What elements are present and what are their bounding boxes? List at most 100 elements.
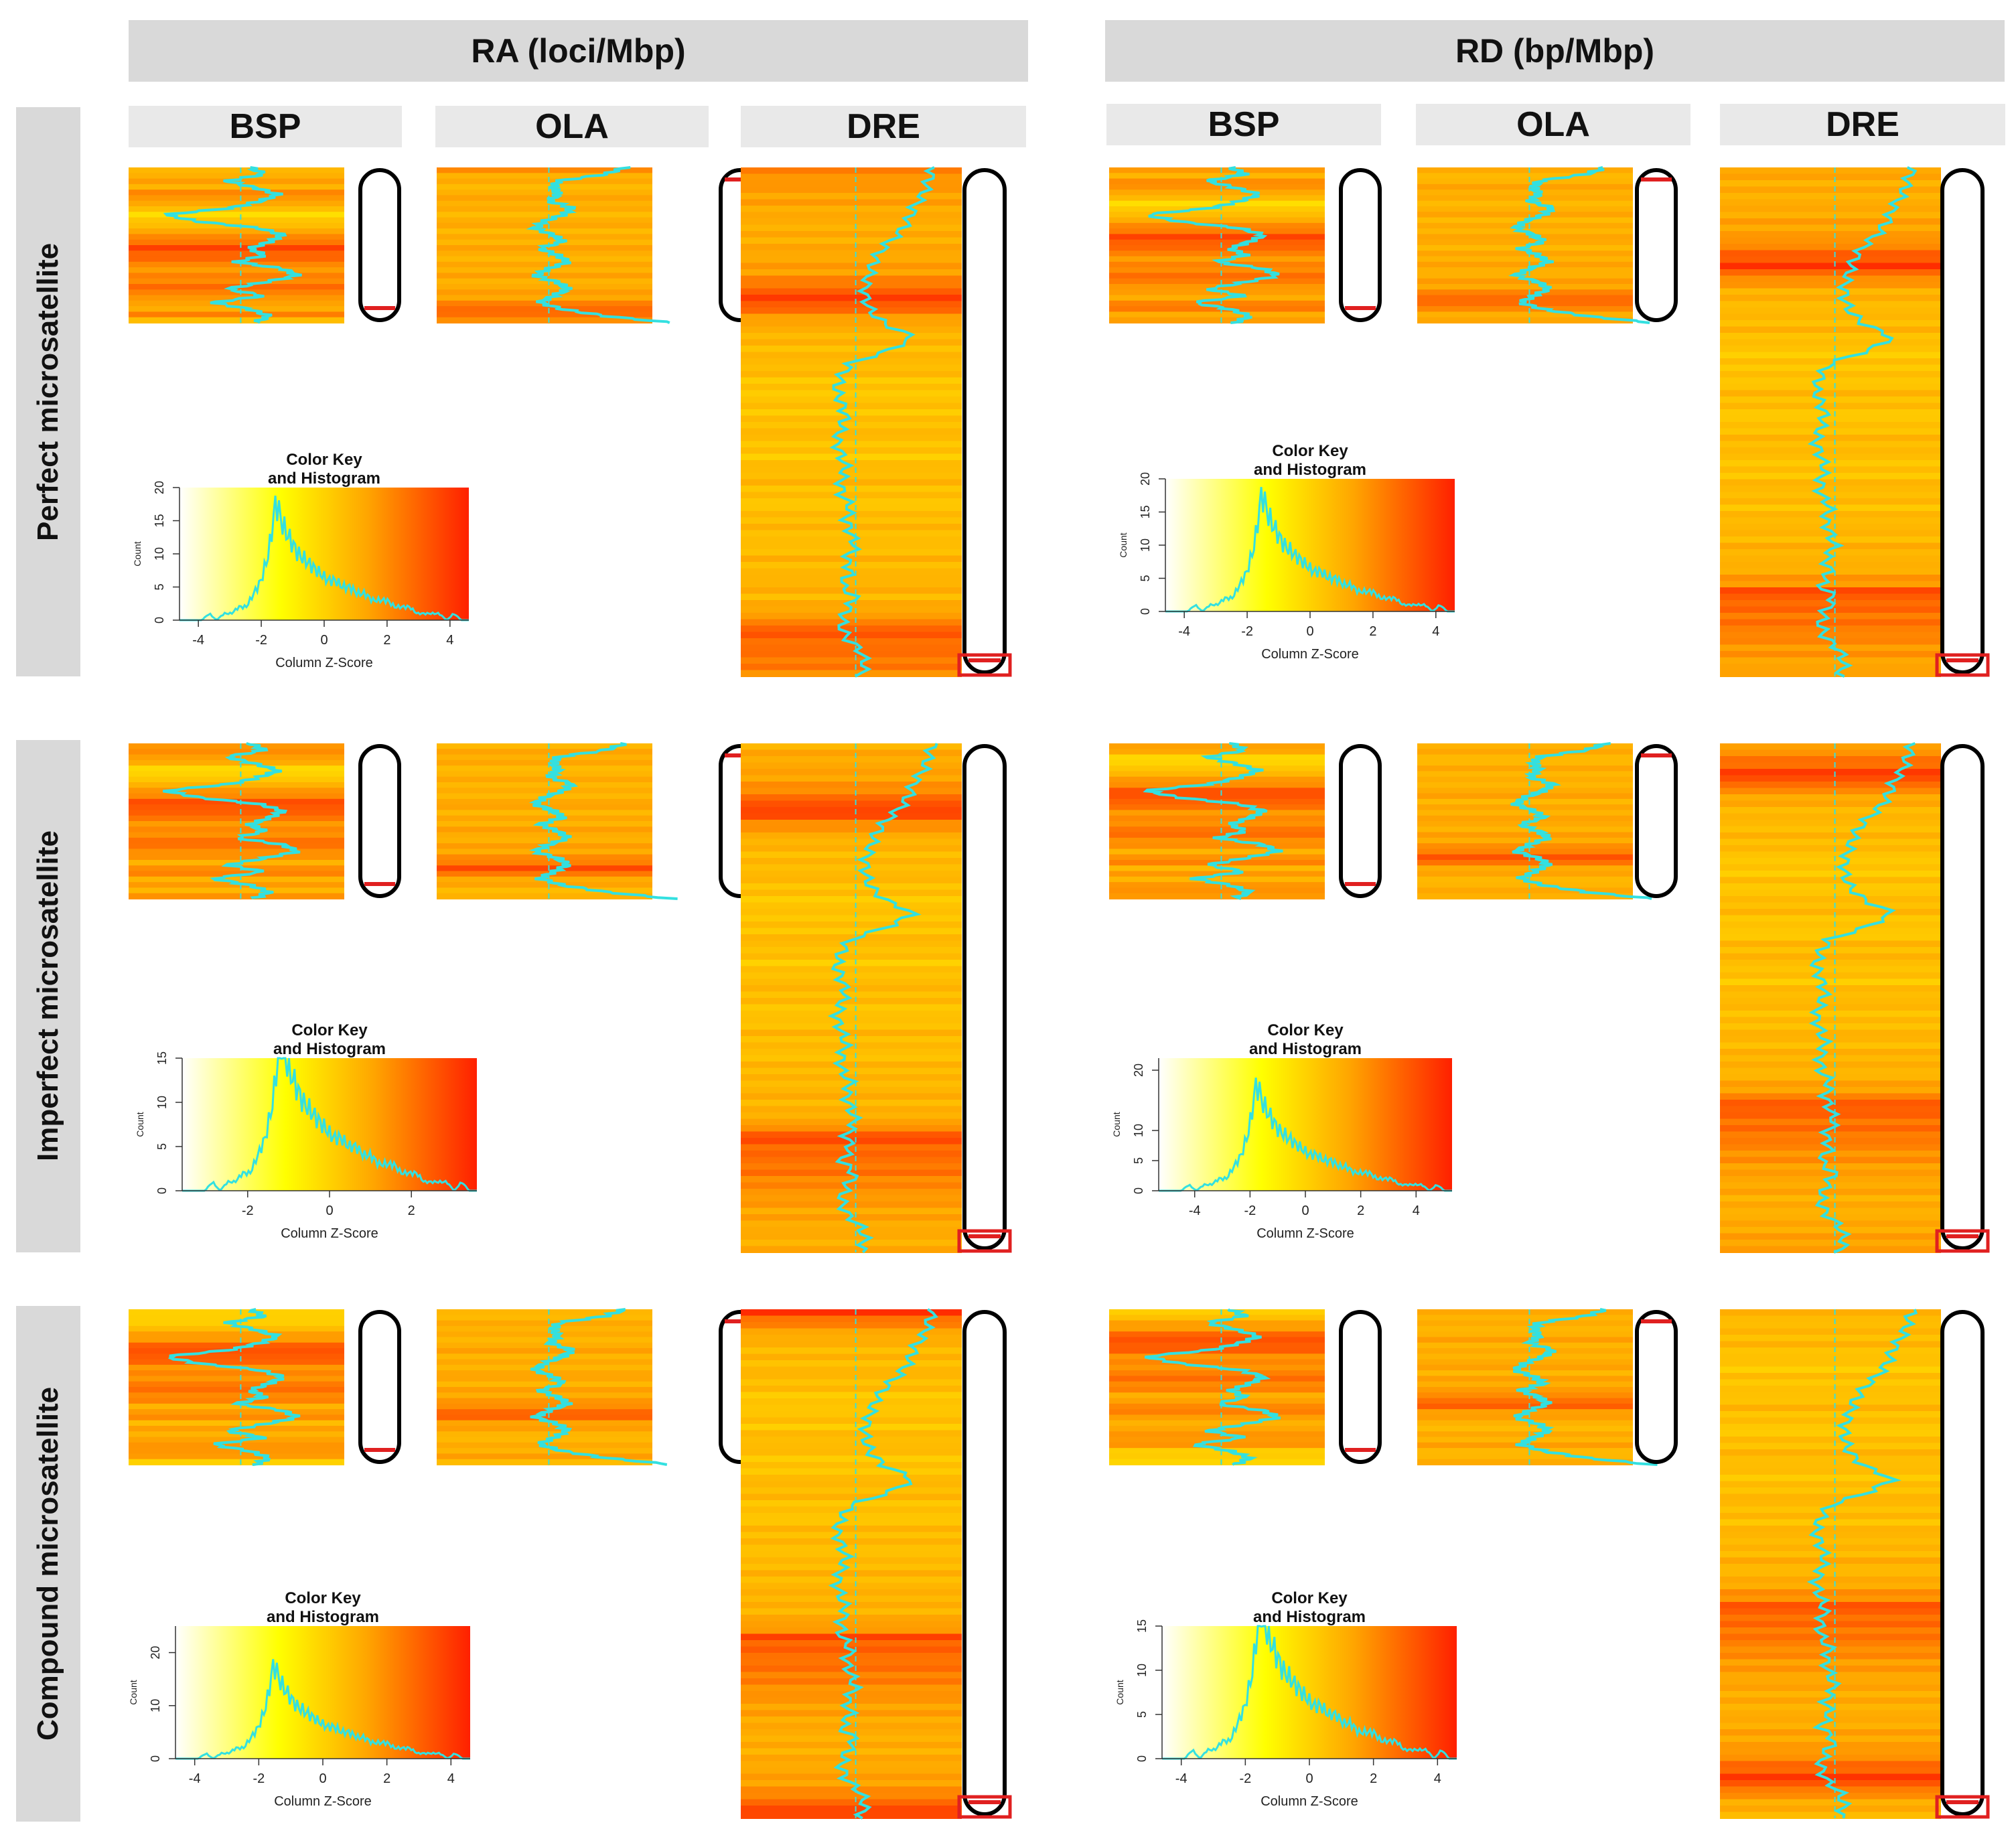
heatmap-cell: [741, 1659, 962, 1666]
color-key-subtitle: and Histogram: [1249, 1040, 1362, 1058]
heatmap-cell: [1720, 1360, 1941, 1368]
heatmap-cell: [1720, 1595, 1941, 1603]
heatmap-cell: [741, 212, 962, 219]
heatmap-cell: [129, 1342, 344, 1349]
heatmap-cell: [1417, 1426, 1633, 1433]
heatmap-cell: [1417, 239, 1633, 246]
chromosome-ra-bsp-imperfect: [358, 744, 401, 898]
chromosome-rd-dre-compound: [1935, 1310, 1990, 1819]
heatmap-cell: [129, 893, 344, 899]
heatmap-cell: [741, 985, 962, 993]
heatmap-cell: [129, 1325, 344, 1333]
chromosome-outline: [1940, 744, 1985, 1250]
heatmap-cell: [741, 384, 962, 391]
heatmap-cell: [437, 261, 652, 269]
heatmap-cell: [741, 1112, 962, 1120]
heatmap-cell: [1720, 838, 1941, 846]
heatmap-cell: [741, 1716, 962, 1724]
heatmap-cell: [741, 1653, 962, 1660]
heatmap-cell: [741, 820, 962, 827]
heatmap-cell: [741, 1227, 962, 1234]
heatmap-cell: [1417, 882, 1633, 889]
heatmap-cell: [741, 749, 962, 757]
heatmap-cell: [1417, 865, 1633, 872]
heatmap-cell: [1720, 794, 1941, 802]
heatmap-cell: [129, 765, 344, 772]
heatmap-cell: [1720, 657, 1941, 664]
x-tick-label: 4: [1413, 1203, 1420, 1218]
heatmap-cell: [129, 234, 344, 240]
heatmap-cell: [1109, 1315, 1325, 1321]
trace-line: [829, 166, 936, 678]
heatmap-cell: [1417, 195, 1633, 202]
heatmap-cell: [1720, 915, 1941, 922]
heatmap-cell: [741, 1404, 962, 1412]
heatmap-cell: [741, 1373, 962, 1380]
chromosome-ra-dre-compound: [957, 1310, 1012, 1819]
heatmap-cell: [741, 282, 962, 289]
x-tick-label: 4: [1434, 1771, 1441, 1786]
y-tick-label: 0: [153, 617, 166, 624]
heatmap-cell: [1109, 1420, 1325, 1426]
heatmap-cell: [129, 1381, 344, 1388]
heatmap-cell: [1417, 1381, 1633, 1388]
heatmap-cell: [741, 1691, 962, 1698]
heatmap-cell: [1720, 909, 1941, 916]
y-tick-label: 0: [1139, 608, 1152, 615]
heatmap-cell: [1720, 288, 1941, 295]
heatmap-cell: [1720, 1755, 1941, 1762]
heatmap-cell: [1720, 1437, 1941, 1444]
heatmap-cell: [1720, 1023, 1941, 1031]
heatmap-cell: [129, 1392, 344, 1399]
y-tick-label: 5: [155, 1143, 169, 1150]
x-tick-label: 2: [1370, 1771, 1377, 1786]
heatmap-cell: [1720, 581, 1941, 588]
heatmap-cell: [1417, 788, 1633, 794]
heatmap-cell: [129, 749, 344, 755]
heatmap-cell: [1720, 1577, 1941, 1584]
heatmap-cell: [741, 1564, 962, 1571]
heatmap-cell: [741, 782, 962, 789]
heatmap-cell: [1720, 1227, 1941, 1234]
heatmap-cell: [129, 821, 344, 828]
heatmap-cell: [1720, 922, 1941, 929]
heatmap-cell: [129, 212, 344, 218]
y-tick-label: 15: [155, 1051, 169, 1065]
x-tick-label: 0: [326, 1203, 333, 1218]
heatmap-cell: [1720, 889, 1941, 897]
heatmap-cell: [1720, 613, 1941, 620]
trace-line: [827, 743, 938, 1254]
species-header-ra-dre: DRE: [741, 106, 1026, 147]
heatmap-cell: [1109, 1387, 1325, 1394]
heatmap-cell: [1417, 1459, 1633, 1465]
heatmap-cell: [437, 1337, 652, 1343]
heatmap-cell: [741, 947, 962, 954]
heatmap-cell: [741, 250, 962, 257]
heatmap-rd-ola-perfect: [1417, 166, 1650, 324]
heatmap-cell: [741, 1666, 962, 1673]
heatmap-cell: [1720, 826, 1941, 833]
heatmap-cell: [437, 195, 652, 202]
heatmap-cell: [741, 883, 962, 891]
heatmap-cell: [1720, 606, 1941, 613]
heatmap-cell: [1720, 206, 1941, 213]
heatmap-cell: [741, 479, 962, 486]
heatmap-cell: [129, 1387, 344, 1394]
trace-line: [1512, 1308, 1658, 1466]
heatmap-cell: [1417, 178, 1633, 185]
heatmap-cell: [1720, 1220, 1941, 1228]
heatmap-cell: [1417, 749, 1633, 755]
heatmap-cell: [741, 1773, 962, 1781]
heatmap-cell: [1720, 415, 1941, 423]
heatmap-cell: [1720, 473, 1941, 480]
y-tick-label: 10: [1139, 538, 1152, 552]
trace-line: [1510, 742, 1652, 900]
heatmap-cell: [129, 832, 344, 838]
x-axis-label: Column Z-Score: [1261, 1794, 1358, 1809]
heatmap-cell: [1720, 231, 1941, 238]
heatmap-cell: [741, 1392, 962, 1399]
heatmap-cell: [1720, 1163, 1941, 1171]
color-key-gradient: [182, 1058, 477, 1191]
heatmap-cell: [1109, 876, 1325, 883]
